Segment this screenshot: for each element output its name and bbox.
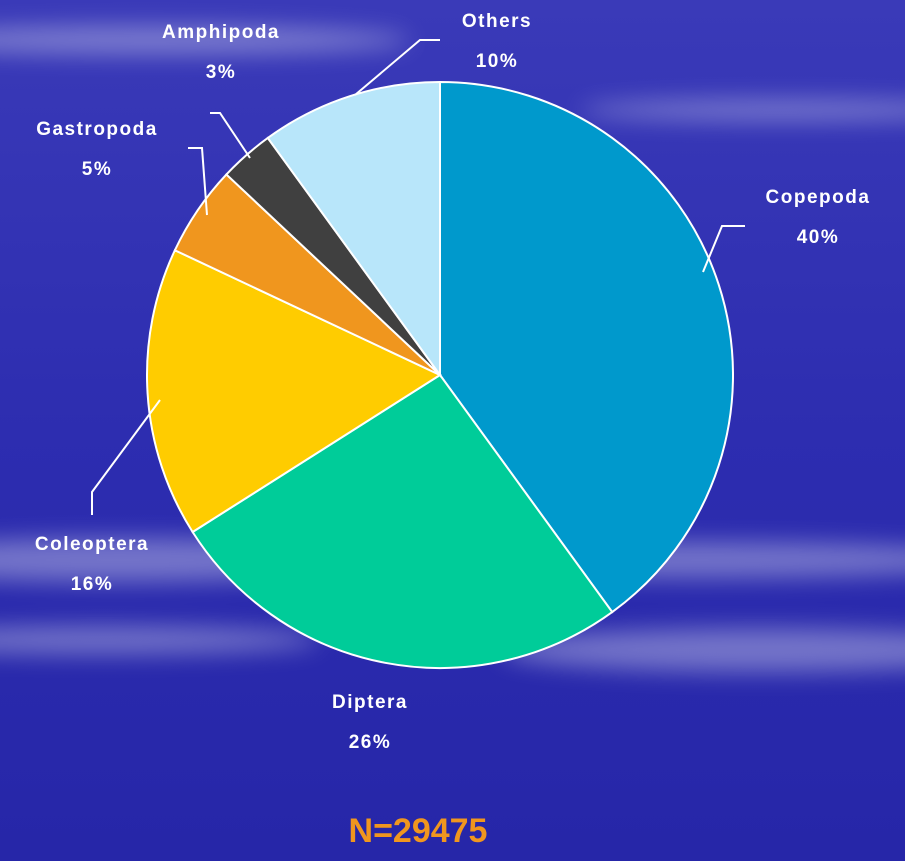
leader-line bbox=[91, 399, 161, 515]
slice-value-label: 3% bbox=[206, 62, 236, 83]
slice-value-label: 5% bbox=[82, 159, 112, 180]
slice-value-label: 40% bbox=[797, 227, 840, 248]
leader-line bbox=[188, 147, 208, 216]
pie-slice bbox=[439, 80, 734, 614]
pie-slice bbox=[146, 248, 443, 534]
slice-label: Others bbox=[462, 11, 532, 32]
leader-line bbox=[354, 39, 440, 96]
pie-slice bbox=[266, 80, 441, 379]
pie-slice bbox=[191, 373, 614, 669]
pie bbox=[146, 80, 734, 669]
slice-value-label: 16% bbox=[71, 574, 114, 595]
slice-label: Coleoptera bbox=[35, 534, 149, 555]
slice-label: Gastropoda bbox=[36, 119, 158, 140]
slice-value-label: 26% bbox=[349, 732, 392, 753]
slice-label: Copepoda bbox=[766, 187, 871, 208]
leader-line bbox=[210, 112, 251, 159]
slice-label: Amphipoda bbox=[162, 22, 280, 43]
annotation: N=29475 bbox=[349, 812, 488, 850]
slice-value-label: 10% bbox=[476, 51, 519, 72]
slice-label: Diptera bbox=[332, 692, 408, 713]
leader-line bbox=[702, 225, 745, 273]
